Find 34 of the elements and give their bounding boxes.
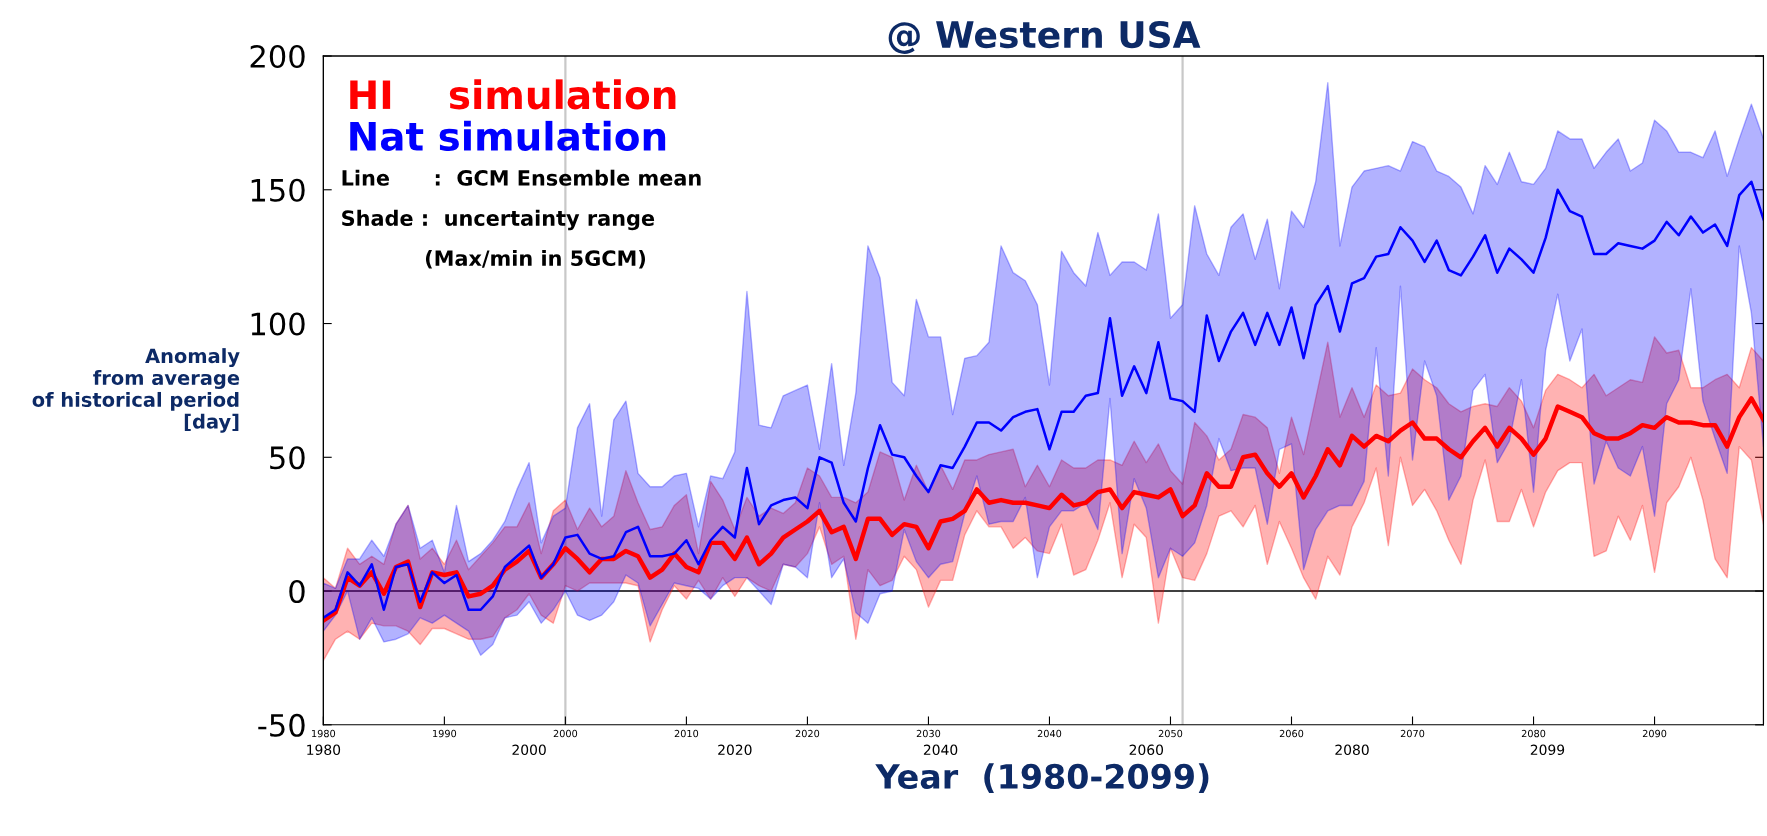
x2-tick-label: 2000 xyxy=(512,744,546,756)
x2-tick-label: 1980 xyxy=(307,744,341,756)
x-tick-label: 1990 xyxy=(433,729,457,738)
x2-tick-label: 2080 xyxy=(1335,744,1369,756)
annotation: Shade : uncertainty range xyxy=(342,209,655,231)
x-tick-label: 2040 xyxy=(1037,729,1062,738)
x-tick-label: 2010 xyxy=(674,729,699,738)
y-tick-label: 200 xyxy=(250,44,305,69)
x2-tick-label: 2020 xyxy=(718,744,752,756)
line-series xyxy=(323,396,1764,623)
x2-tick-label: 2060 xyxy=(1129,744,1164,756)
annotation: Line : GCM Ensemble mean xyxy=(342,169,701,186)
x2-tick-label: 2040 xyxy=(923,744,958,756)
x-axis-title: Year (1980-2099) xyxy=(875,763,1209,793)
chart-title: @ Western USA xyxy=(888,20,1201,54)
text: Nat simulation xyxy=(350,120,666,151)
y-tick-label: 100 xyxy=(251,312,305,336)
x-tick-label: 2020 xyxy=(795,729,820,738)
annotation: (Max/min in 5GCM) xyxy=(425,249,646,269)
y-tick-label: 150 xyxy=(251,178,305,202)
x-tick-label: 2030 xyxy=(916,729,941,738)
x-tick-label: 2060 xyxy=(1279,729,1304,738)
y-tick-label: 0 xyxy=(289,579,305,604)
text: HI simulation xyxy=(350,79,676,110)
y-axis-title: Anomaly from average of historical period [day] xyxy=(32,348,240,433)
x-tick-label: 1980 xyxy=(312,729,336,738)
x-tick-label: 2070 xyxy=(1400,729,1425,738)
x-tick-label: 2080 xyxy=(1521,729,1546,738)
y-tick-label: -50 xyxy=(258,713,305,737)
x-tick-label: 2000 xyxy=(553,729,578,738)
x-tick-label: 2090 xyxy=(1642,729,1667,738)
y-tick-label: 50 xyxy=(270,446,305,470)
x2-tick-label: 2099 xyxy=(1530,744,1565,756)
x-tick-label: 2050 xyxy=(1158,729,1183,738)
